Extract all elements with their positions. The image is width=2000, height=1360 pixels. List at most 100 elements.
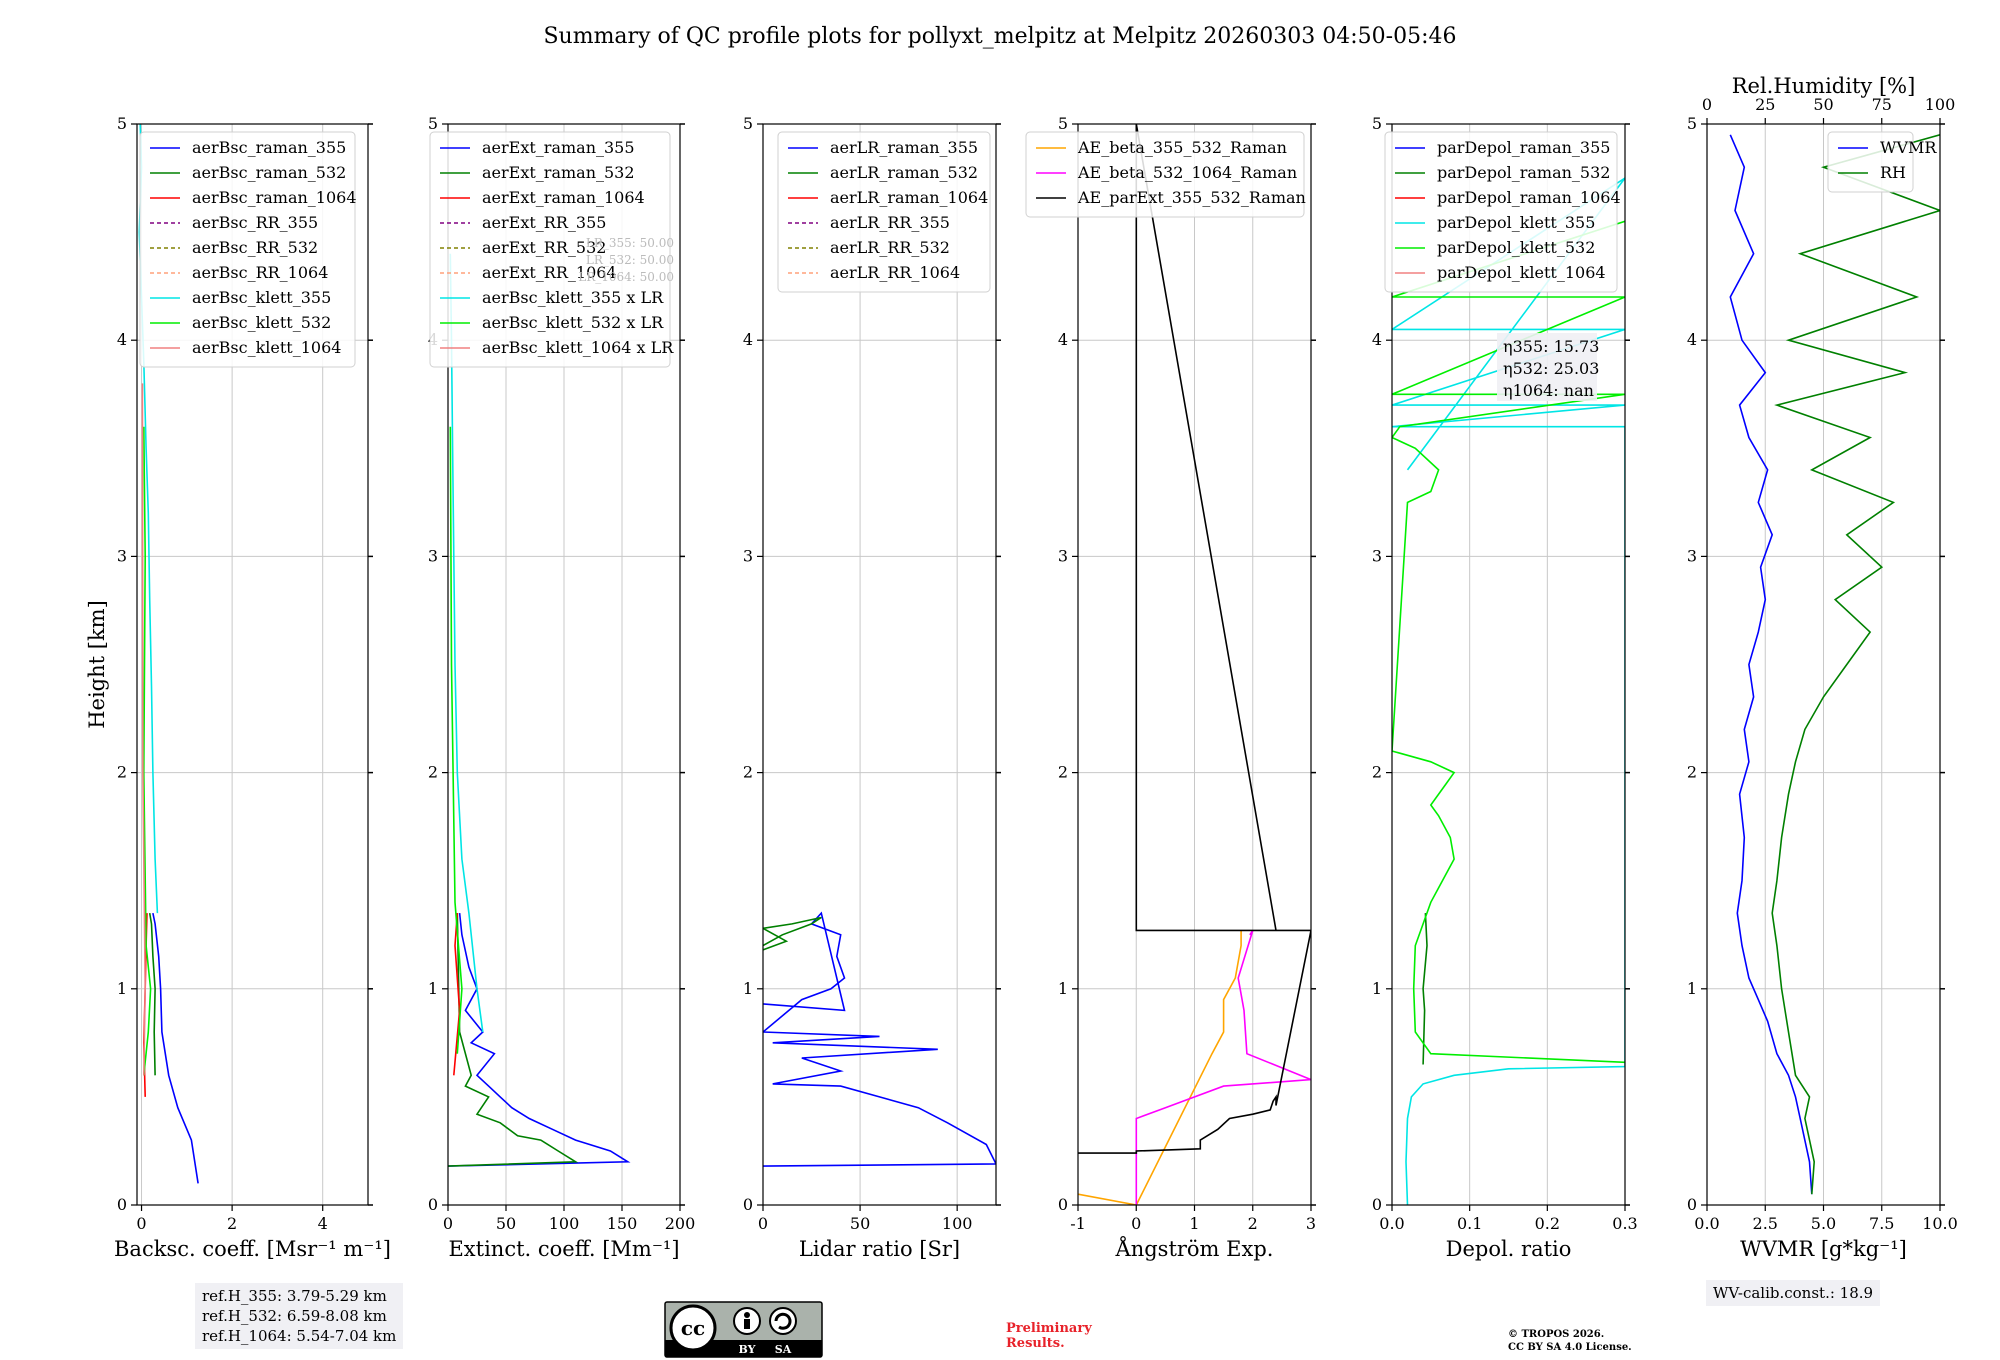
y-tick-label: 0 — [743, 1195, 753, 1214]
legend-entry: RH — [1880, 163, 1906, 182]
series-group — [1392, 177, 1625, 1205]
x-tick-label: 0 — [443, 1214, 453, 1233]
preliminary-results-note: Preliminary Results. — [1006, 1321, 1092, 1351]
by-label: BY — [739, 1343, 756, 1356]
legend-entry: aerLR_RR_1064 — [830, 263, 960, 282]
eta-box — [1497, 333, 1597, 401]
y-tick-label: 3 — [428, 546, 438, 565]
series-line-aerExt_raman_1064 — [453, 913, 461, 1076]
cc-logo-icon — [669, 1304, 717, 1352]
y-tick-label: 0 — [428, 1195, 438, 1214]
series-line-parDepol_raman_532 — [1422, 913, 1428, 1065]
y-tick-label: 1 — [1687, 979, 1697, 998]
x-tick-label: -1 — [1070, 1214, 1086, 1233]
x-tick-label: 100 — [549, 1214, 580, 1233]
x-tick-label: 0.3 — [1612, 1214, 1637, 1233]
y-tick-label: 4 — [1687, 330, 1697, 349]
x-tick-label: 0.2 — [1535, 1214, 1560, 1233]
x-tick-label: 1 — [1189, 1214, 1199, 1233]
series-line-aerBsc_raman_532 — [148, 912, 156, 1076]
x-tick-label: 10.0 — [1922, 1214, 1958, 1233]
x-tick-label: 3 — [1306, 1214, 1316, 1233]
legend-entry: aerExt_raman_532 — [482, 163, 635, 182]
x-tick-label: 0.1 — [1457, 1214, 1482, 1233]
legend-entry: aerLR_RR_532 — [830, 238, 950, 257]
y-tick-label: 4 — [1058, 330, 1068, 349]
legend-entry: aerLR_raman_1064 — [830, 188, 988, 207]
axes-frame — [1391, 123, 1626, 1206]
top-x-tick-label: 50 — [1813, 95, 1833, 114]
x-tick-label: 7.5 — [1869, 1214, 1894, 1233]
legend-entry: aerBsc_klett_355 x LR — [482, 288, 664, 307]
x-tick-label: 100 — [942, 1214, 973, 1233]
legend-entry: aerBsc_raman_355 — [192, 138, 346, 157]
legend-entry: parDepol_klett_532 — [1437, 238, 1595, 257]
y-tick-label: 5 — [1058, 114, 1068, 133]
y-tick-label: 3 — [743, 546, 753, 565]
series-line-aerBsc_klett_532 — [142, 426, 152, 1076]
x-tick-label: 150 — [607, 1214, 638, 1233]
y-tick-label: 1 — [428, 979, 438, 998]
x-tick-label: 2.5 — [1753, 1214, 1778, 1233]
series-group — [1729, 134, 1940, 1195]
y-tick-label: 2 — [428, 763, 438, 782]
chart-panel-depol: 0.0 0.1 0.2 0.3 0 1 2 3 4 5 Depol. ratio parDepol_r… — [1372, 114, 1638, 1261]
y-tick-label: 4 — [1372, 330, 1382, 349]
legend-entry: aerExt_RR_532 — [482, 238, 606, 257]
axes-frame — [762, 123, 997, 1206]
top-x-tick-label: 25 — [1755, 95, 1775, 114]
eta-label: η355: 15.73 — [1503, 337, 1599, 356]
wv-calibration-box: WV-calib.const.: 18.9 — [1706, 1280, 1881, 1306]
preliminary-line-1: Preliminary — [1006, 1321, 1092, 1336]
copyright-note: © TROPOS 2026. CC BY SA 4.0 License. — [1508, 1328, 1632, 1354]
cc-by-sa-badge: cc BY SA — [664, 1301, 823, 1358]
x-tick-label: 2 — [227, 1214, 237, 1233]
y-tick-label: 5 — [1372, 114, 1382, 133]
legend-entry: aerBsc_raman_1064 — [192, 188, 357, 207]
legend-entry: parDepol_raman_532 — [1437, 163, 1610, 182]
legend-entry: aerBsc_RR_1064 — [192, 263, 328, 282]
x-axis-label: WVMR [g*kg⁻¹] — [1740, 1237, 1907, 1261]
legend-entry: aerBsc_RR_532 — [192, 238, 318, 257]
legend-entry: aerExt_RR_1064 — [482, 263, 617, 282]
legend-entry: aerBsc_klett_355 — [192, 288, 331, 307]
legend: parDepol_raman_355 parDepol_raman_532 parD… — [1384, 131, 1621, 293]
y-tick-label: 2 — [117, 763, 127, 782]
y-tick-label: 3 — [1372, 546, 1382, 565]
y-tick-label: 1 — [117, 979, 127, 998]
y-axis-label: Height [km] — [85, 600, 109, 729]
sa-share-icon — [769, 1307, 797, 1335]
series-line-aerExt_raman_355 — [448, 913, 631, 1167]
y-tick-label: 1 — [1058, 979, 1068, 998]
legend-entry: AE_beta_532_1064_Raman — [1077, 163, 1297, 182]
x-axis-label: Extinct. coeff. [Mm⁻¹] — [448, 1237, 679, 1261]
axes-frame — [136, 123, 369, 1206]
series-line-parDepol_klett_355 — [1392, 177, 1625, 1205]
eta-label: η1064: nan — [1503, 381, 1594, 400]
y-tick-label: 0 — [1058, 1195, 1068, 1214]
ref-height-532: ref.H_532: 6.59-8.08 km — [202, 1307, 387, 1325]
x-axis-label: Depol. ratio — [1446, 1237, 1572, 1261]
legend-entry: aerExt_raman_355 — [482, 138, 635, 157]
legend-box — [1025, 131, 1305, 218]
legend-entry: parDepol_klett_1064 — [1437, 263, 1606, 282]
y-tick-label: 5 — [743, 114, 753, 133]
y-tick-label: 3 — [1687, 546, 1697, 565]
figure-title: Summary of QC profile plots for pollyxt_… — [543, 24, 1456, 49]
legend-box — [777, 131, 991, 293]
sa-label: SA — [775, 1343, 792, 1356]
series-line-AE_beta_355_532_Raman — [1078, 930, 1242, 1205]
top-x-axis-label: Rel.Humidity [%] — [1732, 74, 1916, 98]
legend-entry: aerBsc_raman_532 — [192, 163, 346, 182]
series-line-WVMR — [1729, 134, 1813, 1195]
series-line-aerBsc_klett_355 x LR — [449, 253, 484, 1033]
legend-entry: aerBsc_klett_1064 — [192, 338, 341, 357]
x-tick-label: 5.0 — [1811, 1214, 1836, 1233]
chart-panel-wvmr: 0.0 2.5 5.0 7.5 10.0 0 1 2 3 4 5 WVMR [g*kg⁻¹] 0 25 50… — [1687, 74, 1958, 1261]
legend-entry: AE_beta_355_532_Raman — [1077, 138, 1287, 157]
y-tick-label: 3 — [117, 546, 127, 565]
lidar-ratio-label: LR_355: 50.00 — [586, 236, 674, 250]
series-line-AE_beta_532_1064_Raman — [1135, 929, 1311, 1205]
